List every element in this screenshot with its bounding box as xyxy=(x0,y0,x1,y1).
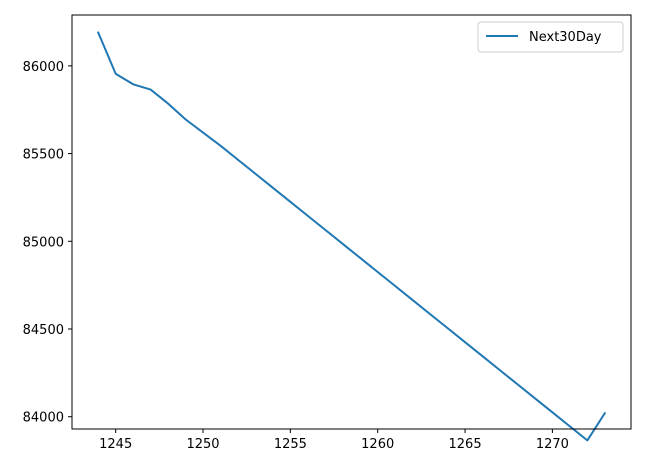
series-line-next30day xyxy=(96,31,607,442)
y-tick-label: 85500 xyxy=(23,148,64,163)
x-tick-label: 1270 xyxy=(536,437,569,452)
y-tick-label: 86000 xyxy=(23,60,64,75)
legend: Next30Day xyxy=(477,21,624,53)
x-tick-label: 1250 xyxy=(186,437,219,452)
y-tick-label: 84500 xyxy=(23,323,64,338)
plot-frame xyxy=(71,14,632,430)
x-tick-label: 1255 xyxy=(274,437,307,452)
x-tick-label: 1245 xyxy=(99,437,132,452)
y-tick-label: 84000 xyxy=(23,411,64,426)
legend-label: Next30Day xyxy=(529,30,602,45)
legend-box xyxy=(477,21,624,53)
plot-area xyxy=(72,15,631,429)
x-axis: 1245 1250 1255 1260 1265 1270 xyxy=(99,429,569,452)
y-tick-label: 85000 xyxy=(23,235,64,250)
x-tick-label: 1260 xyxy=(361,437,394,452)
x-tick-label: 1265 xyxy=(449,437,482,452)
y-axis: 84000 84500 85000 85500 86000 xyxy=(23,60,72,426)
series-layer xyxy=(96,31,607,442)
